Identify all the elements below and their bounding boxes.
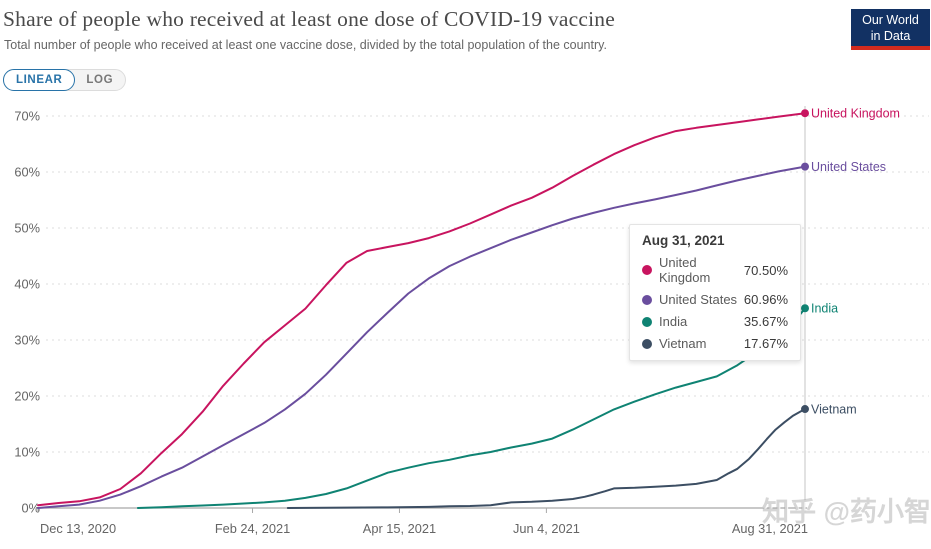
series-end-dot <box>801 162 809 171</box>
y-axis-tick-label: 50% <box>14 221 40 236</box>
tooltip-series-label: India <box>659 314 688 329</box>
y-axis-tick-label: 10% <box>14 445 40 460</box>
y-axis-tick-label: 40% <box>14 277 40 292</box>
owid-logo-line1: Our World <box>862 13 919 27</box>
series-end-label: India <box>811 302 838 316</box>
tooltip-series-label: United States <box>659 292 738 307</box>
x-axis-tick-label: Feb 24, 2021 <box>215 521 290 536</box>
log-button[interactable]: LOG <box>86 74 114 86</box>
tooltip-series-value: 70.50% <box>743 262 788 278</box>
y-axis-tick-label: 30% <box>14 333 40 348</box>
tooltip-row: United States 60.96% <box>642 292 788 307</box>
series-line-vietnam[interactable] <box>286 408 806 509</box>
tooltip-row: United Kingdom 70.50% <box>642 255 788 285</box>
x-axis-tick-label: Dec 13, 2020 <box>40 521 116 536</box>
series-line-united-kingdom[interactable] <box>37 112 806 507</box>
tooltip-series-label: Vietnam <box>659 336 707 351</box>
x-axis-tick-label: Jun 4, 2021 <box>513 521 580 536</box>
scale-toggle: LINEAR LOG <box>3 69 127 91</box>
tooltip-row: India 35.67% <box>642 314 788 329</box>
tooltip-row: Vietnam 17.67% <box>642 336 788 351</box>
owid-logo[interactable]: Our World in Data <box>851 9 930 50</box>
y-axis-tick-label: 0% <box>22 501 41 516</box>
page-subtitle: Total number of people who received at l… <box>4 38 607 52</box>
y-axis-tick-label: 20% <box>14 389 40 404</box>
tooltip-series-value: 17.67% <box>743 336 788 351</box>
y-axis-tick-label: 60% <box>14 165 40 180</box>
series-end-label: Vietnam <box>811 403 857 417</box>
linear-button[interactable]: LINEAR <box>3 69 76 91</box>
tooltip-series-value: 60.96% <box>743 292 788 307</box>
series-line-india[interactable] <box>136 307 806 509</box>
owid-logo-line2: in Data <box>870 29 911 43</box>
tooltip-date: Aug 31, 2021 <box>642 233 725 248</box>
series-color-dot-icon <box>642 294 652 305</box>
hover-tooltip: Aug 31, 2021 United Kingdom 70.50% United … <box>629 224 801 361</box>
series-color-dot-icon <box>642 338 652 349</box>
series-end-label: United Kingdom <box>811 107 900 121</box>
series-end-dot <box>801 109 809 118</box>
series-end-label: United States <box>811 160 886 174</box>
series-end-dot <box>801 405 809 414</box>
page-title: Share of people who received at least on… <box>3 7 615 31</box>
x-axis-tick-label: Aug 31, 2021 <box>732 521 808 536</box>
y-axis-tick-label: 70% <box>14 109 40 124</box>
series-end-dot <box>801 304 809 313</box>
series-color-dot-icon <box>642 316 652 327</box>
x-axis-tick-label: Apr 15, 2021 <box>363 521 436 536</box>
tooltip-series-value: 35.67% <box>743 314 788 329</box>
series-line-united-states[interactable] <box>37 165 806 509</box>
tooltip-series-label: United Kingdom <box>659 255 711 285</box>
series-color-dot-icon <box>642 265 652 275</box>
